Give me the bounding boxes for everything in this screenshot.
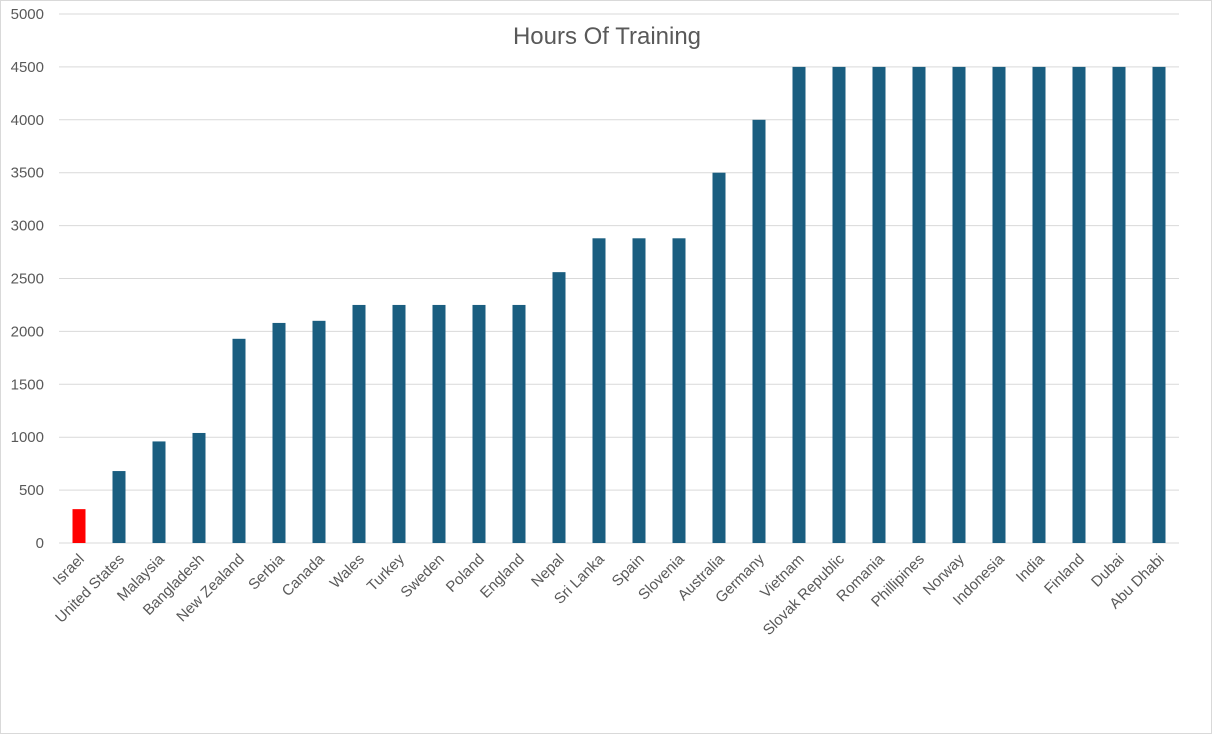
gridlines: [59, 13, 1179, 544]
bar-malaysia: [152, 441, 166, 543]
chart-title: Hours Of Training: [513, 23, 701, 50]
bar-vietnam: [792, 66, 806, 544]
bar-turkey: [392, 304, 406, 543]
bar-bangladesh: [192, 432, 206, 543]
bars: [72, 66, 1166, 544]
y-tick-label: 3000: [11, 218, 44, 235]
y-tick-label: 0: [36, 535, 44, 552]
bar-indonesia: [992, 66, 1006, 544]
y-axis-ticks: 0 500 1000 1500 2000 2500 3000 3500 4000 4500 5000: [11, 6, 44, 552]
y-tick-label: 4000: [11, 112, 44, 129]
bar-slovenia: [672, 238, 686, 543]
bar-abu-dhabi: [1152, 66, 1166, 544]
x-tick-label: Sweden: [397, 551, 447, 601]
bar-israel: [72, 509, 86, 543]
y-tick-label: 4500: [11, 59, 44, 76]
bar-finland: [1072, 66, 1086, 544]
y-tick-label: 3500: [11, 165, 44, 182]
bar-india: [1032, 66, 1046, 544]
y-tick-label: 2500: [11, 271, 44, 288]
bar-australia: [712, 172, 726, 543]
bar-united-states: [112, 471, 126, 543]
bar-slovak-republic: [832, 66, 846, 544]
x-tick-label: India: [1013, 550, 1048, 585]
bar-serbia: [272, 322, 286, 543]
y-tick-label: 1000: [11, 429, 44, 446]
bar-new-zealand: [232, 338, 246, 543]
bar-phillipines: [912, 66, 926, 544]
y-tick-label: 1500: [11, 376, 44, 393]
bar-england: [512, 304, 526, 543]
bar-norway: [952, 66, 966, 544]
bar-sri-lanka: [592, 238, 606, 543]
bar-canada: [312, 320, 326, 543]
x-tick-label: Wales: [327, 551, 368, 592]
bar-germany: [752, 119, 766, 544]
x-tick-label: England: [477, 551, 528, 602]
bar-poland: [472, 304, 486, 543]
y-tick-label: 2000: [11, 323, 44, 340]
bar-sweden: [432, 304, 446, 543]
bar-dubai: [1112, 66, 1126, 544]
y-tick-label: 500: [19, 482, 44, 499]
bar-romania: [872, 66, 886, 544]
bar-wales: [352, 304, 366, 543]
bar-nepal: [552, 272, 566, 543]
x-tick-label: Finland: [1041, 551, 1088, 598]
y-tick-label: 5000: [11, 6, 44, 23]
x-tick-label: Israel: [50, 551, 88, 589]
x-tick-label: Canada: [279, 550, 329, 600]
bar-spain: [632, 238, 646, 543]
